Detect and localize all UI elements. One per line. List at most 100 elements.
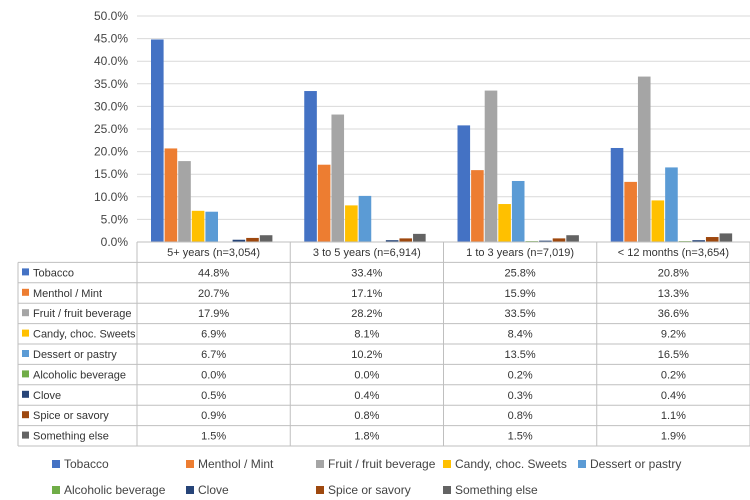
bar bbox=[651, 200, 665, 242]
table-cell-value: 0.2% bbox=[508, 369, 533, 381]
y-tick-label: 5.0% bbox=[101, 212, 129, 226]
row-series-name: Clove bbox=[33, 390, 61, 402]
legend-label: Menthol / Mint bbox=[198, 457, 274, 471]
legend-swatch bbox=[52, 460, 60, 468]
row-legend-swatch bbox=[22, 329, 29, 337]
bar bbox=[719, 233, 733, 242]
legend-label: Alcoholic beverage bbox=[64, 483, 166, 497]
table-cell-value: 9.2% bbox=[661, 329, 686, 341]
table-cell-value: 25.8% bbox=[505, 267, 536, 279]
table-cell-value: 0.5% bbox=[201, 390, 226, 402]
table-cell-value: 1.5% bbox=[201, 431, 226, 443]
legend-label: Dessert or pastry bbox=[590, 457, 681, 471]
y-tick-label: 0.0% bbox=[101, 235, 129, 249]
table-cell-value: 17.9% bbox=[198, 308, 229, 320]
row-series-name: Fruit / fruit beverage bbox=[33, 308, 131, 320]
row-legend-swatch bbox=[22, 411, 29, 419]
table-cell-value: 0.4% bbox=[661, 390, 686, 402]
legend-label: Candy, choc. Sweets bbox=[455, 457, 567, 471]
table-cell-value: 20.7% bbox=[198, 288, 229, 300]
legend-swatch bbox=[443, 486, 451, 494]
legend-swatch bbox=[186, 460, 194, 468]
bar bbox=[151, 39, 164, 243]
bar bbox=[246, 237, 259, 242]
row-series-name: Dessert or pastry bbox=[33, 349, 117, 361]
row-legend-swatch bbox=[22, 309, 29, 317]
y-tick-label: 25.0% bbox=[94, 122, 128, 136]
y-tick-label: 10.0% bbox=[94, 190, 128, 204]
y-tick-label: 20.0% bbox=[94, 145, 128, 159]
row-legend-swatch bbox=[22, 431, 29, 439]
table-cell-value: 33.4% bbox=[351, 267, 382, 279]
row-series-name: Menthol / Mint bbox=[33, 288, 102, 300]
table-cell-value: 0.0% bbox=[201, 369, 226, 381]
y-tick-label: 15.0% bbox=[94, 167, 128, 181]
table-cell-value: 6.7% bbox=[201, 349, 226, 361]
bar bbox=[471, 170, 484, 242]
table-cell-value: 13.5% bbox=[505, 349, 536, 361]
row-legend-swatch bbox=[22, 268, 29, 276]
bar bbox=[665, 167, 678, 242]
bar bbox=[637, 76, 651, 243]
row-series-name: Candy, choc. Sweets bbox=[33, 329, 136, 341]
table-cell-value: 44.8% bbox=[198, 267, 229, 279]
bar bbox=[232, 239, 246, 242]
legend-swatch bbox=[578, 460, 586, 468]
table-cell-value: 17.1% bbox=[351, 288, 382, 300]
row-legend-swatch bbox=[22, 350, 29, 357]
bar bbox=[399, 238, 413, 242]
bar bbox=[191, 210, 205, 242]
bar bbox=[457, 125, 471, 242]
table-cell-value: 16.5% bbox=[658, 349, 689, 361]
legend-swatch bbox=[316, 486, 324, 494]
legend-label: Spice or savory bbox=[328, 483, 411, 497]
bar bbox=[178, 161, 191, 242]
table-cell-value: 10.2% bbox=[351, 349, 382, 361]
table-cell-value: 8.4% bbox=[508, 329, 533, 341]
legend-swatch bbox=[186, 486, 194, 494]
category-label: 1 to 3 years (n=7,019) bbox=[466, 247, 574, 259]
legend-label: Clove bbox=[198, 483, 229, 497]
row-legend-swatch bbox=[22, 370, 29, 378]
legend-swatch bbox=[443, 460, 451, 468]
table-cell-value: 1.5% bbox=[508, 431, 533, 443]
legend-swatch bbox=[316, 460, 324, 468]
table-cell-value: 0.8% bbox=[508, 410, 533, 422]
row-series-name: Tobacco bbox=[33, 267, 74, 279]
row-series-name: Spice or savory bbox=[33, 410, 109, 422]
row-series-name: Alcoholic beverage bbox=[33, 369, 126, 381]
legend-label: Tobacco bbox=[64, 457, 109, 471]
bar bbox=[345, 205, 358, 242]
legend-label: Fruit / fruit beverage bbox=[328, 457, 436, 471]
table-cell-value: 0.9% bbox=[201, 410, 226, 422]
category-label: < 12 months (n=3,654) bbox=[618, 247, 729, 259]
bar bbox=[552, 238, 566, 242]
bar bbox=[624, 181, 637, 242]
table-cell-value: 0.2% bbox=[661, 369, 686, 381]
legend-swatch bbox=[52, 486, 60, 494]
table-cell-value: 15.9% bbox=[505, 288, 536, 300]
bar bbox=[205, 211, 218, 242]
table-cell-value: 20.8% bbox=[658, 267, 689, 279]
bar bbox=[610, 147, 624, 242]
bar bbox=[566, 235, 579, 242]
table-cell-value: 28.2% bbox=[351, 308, 382, 320]
bar bbox=[385, 240, 399, 242]
legend-label: Something else bbox=[455, 483, 538, 497]
table-cell-value: 8.1% bbox=[354, 329, 379, 341]
bar bbox=[498, 204, 511, 242]
bar bbox=[692, 240, 705, 242]
bar bbox=[413, 233, 426, 242]
y-tick-label: 40.0% bbox=[94, 54, 128, 68]
bar bbox=[304, 91, 317, 242]
table-cell-value: 0.0% bbox=[354, 369, 379, 381]
row-series-name: Something else bbox=[33, 431, 109, 443]
bar bbox=[358, 195, 372, 242]
y-tick-label: 50.0% bbox=[94, 9, 128, 23]
bar bbox=[331, 114, 345, 242]
category-label: 3 to 5 years (n=6,914) bbox=[313, 247, 421, 259]
table-cell-value: 1.1% bbox=[661, 410, 686, 422]
table-cell-value: 36.6% bbox=[658, 308, 689, 320]
bar bbox=[259, 235, 273, 242]
